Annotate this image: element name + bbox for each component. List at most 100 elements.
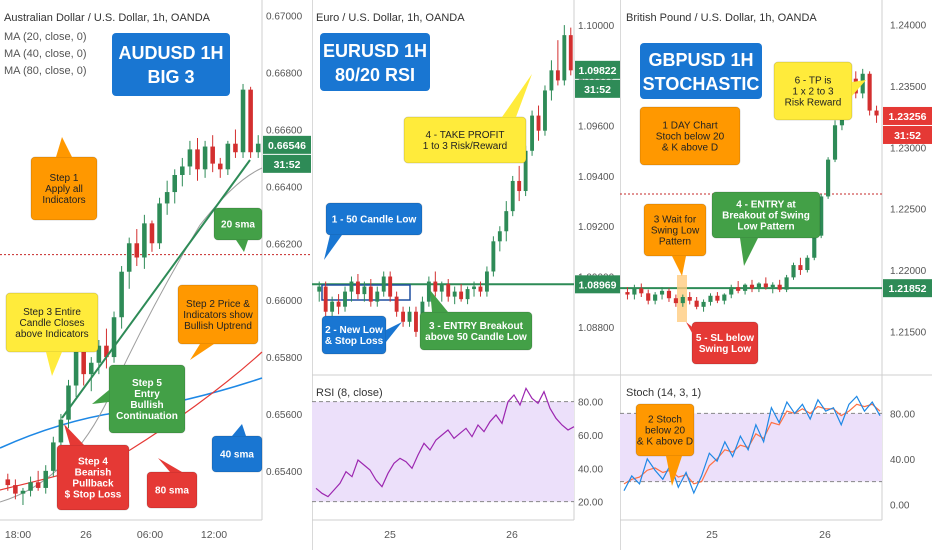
eurusd-candle (375, 291, 380, 302)
audusd-candle (73, 351, 79, 386)
eurusd-candle (517, 180, 522, 192)
eurusd-candle (562, 35, 567, 81)
gbpusd-candle (812, 235, 817, 258)
audusd-candle (195, 149, 200, 170)
eurusd-candle (349, 281, 354, 292)
eurusd-candle (472, 286, 476, 290)
y-tick-label: 1.08800 (578, 323, 615, 334)
stoch-k-line (623, 395, 881, 495)
eurusd-candle (549, 70, 554, 91)
gbpusd-candle (646, 293, 651, 301)
eurusd-candle (407, 311, 412, 322)
gbpusd-candle (756, 283, 761, 289)
gbpusd-candle (680, 296, 685, 304)
gbpusd-candle (729, 287, 734, 295)
gbpusd-candle (832, 125, 838, 160)
gbpusd-candle (743, 284, 748, 291)
audusd-candle (66, 385, 71, 420)
banner-box (112, 33, 230, 96)
rsi-tick-label: 40.00 (578, 464, 603, 475)
time-tag-bg (575, 79, 620, 98)
eurusd-chart-panel[interactable]: Euro / U.S. Dollar, 1h, OANDA 1.10000 1.09… (312, 0, 621, 550)
eurusd-candle (414, 311, 418, 332)
indicator-label: MA (20, close, 0) (4, 31, 87, 43)
entry-tag-bg (883, 279, 932, 298)
eurusd-candle (381, 276, 386, 292)
audusd-candle (225, 143, 231, 170)
step4-callout-text: Step 4 Bearish Pullback $ Stop Loss (65, 457, 122, 501)
gbpusd-candle (666, 290, 672, 299)
step1-callout-pointer (56, 137, 72, 157)
indicator-label: MA (40, close, 0) (4, 48, 87, 60)
eurusd-candle (388, 276, 393, 297)
audusd-candle (104, 345, 109, 358)
step5-callout-pointer (92, 390, 109, 404)
eurusd-candle (433, 281, 438, 292)
gbpusd-candle (715, 295, 720, 301)
gbpusd-candle (770, 284, 775, 288)
gbpusd-candle (819, 196, 824, 236)
gbpusd-candle (874, 110, 879, 116)
y-tick-label: 1.09200 (578, 222, 615, 233)
y-tick-label: 1.23500 (890, 82, 927, 93)
sma20-callout-text: 20 sma (221, 220, 255, 231)
audusd-candle (142, 223, 147, 258)
audusd-candle (28, 482, 33, 491)
gbpusd-candle (673, 298, 678, 304)
gbpusd-candle (777, 284, 782, 290)
step3-callout-pointer (672, 256, 686, 276)
step5-callout-box (691, 321, 759, 365)
price-tag: 1.23256 (889, 111, 927, 123)
time-tag-bg (263, 154, 311, 173)
y-tick-label: 1.21500 (890, 327, 927, 338)
gbpusd-chart-panel[interactable]: British Pound / U.S. Dollar, 1h, OANDA 1.… (620, 0, 932, 550)
audusd-candle (13, 485, 18, 494)
rsi-line (315, 386, 575, 498)
day-chart-callout-box (639, 106, 741, 166)
y-tick-label: 0.66000 (266, 296, 303, 307)
step2-callout-text: Step 2 Price & Indicators show Bullish Upt… (183, 299, 253, 332)
step1-callout-text: Step 1 Apply all Indicators (42, 173, 85, 206)
eurusd-candle (504, 211, 509, 232)
gbpusd-candle (784, 277, 789, 290)
eurusd-candle (336, 301, 341, 307)
entry-tag: 1.21852 (889, 283, 927, 295)
audusd-candle (134, 243, 140, 258)
step4-callout-text: 4 - TAKE PROFIT 1 to 3 Risk/Reward (423, 130, 507, 152)
eurusd-candle (446, 284, 451, 297)
step2-callout-text: 2 - New Low & Stop Loss (325, 325, 384, 347)
audusd-candle (35, 482, 41, 488)
price-tag-bg (883, 106, 932, 125)
time-tag: 31:52 (274, 159, 301, 171)
step5-callout-pointer (686, 322, 696, 340)
sma40-callout-text: 40 sma (220, 450, 254, 461)
eurusd-candle (362, 286, 367, 295)
x-tick-label: 06:00 (137, 529, 163, 541)
banner-line-2: 80/20 RSI (335, 65, 415, 85)
audusd-candle (96, 345, 102, 363)
step3-callout-pointer (430, 290, 448, 312)
step3-callout-box (419, 311, 533, 351)
sma80-callout-pointer (158, 458, 182, 472)
gbpusd-candle (625, 292, 630, 295)
chart-title: Australian Dollar / U.S. Dollar, 1h, OAN… (4, 12, 211, 24)
step1-callout-box (325, 202, 423, 236)
eurusd-candle (426, 281, 431, 302)
step3-callout-text: 3 Wait for Swing Low Pattern (651, 215, 700, 248)
eurusd-candle (497, 231, 502, 242)
audusd-chart-panel[interactable]: Australian Dollar / U.S. Dollar, 1h, OAN… (0, 0, 313, 550)
step3-callout-text: 3 - ENTRY Breakout above 50 Candle Low (425, 321, 527, 343)
audusd-candle (248, 89, 253, 153)
sma20-callout-pointer (236, 240, 248, 252)
step4-callout-box (56, 444, 130, 511)
x-tick-label: 25 (384, 529, 396, 541)
chart-title: Euro / U.S. Dollar, 1h, OANDA (316, 12, 465, 24)
x-tick-label: 18:00 (5, 529, 31, 541)
gbpusd-candle (632, 288, 637, 295)
time-tag-bg (883, 125, 932, 144)
y-tick-label: 0.65600 (266, 410, 303, 421)
audusd-candle (58, 419, 64, 443)
indicator-label: MA (80, close, 0) (4, 65, 87, 77)
x-tick-label: 12:00 (201, 529, 227, 541)
x-tick-label: 26 (506, 529, 518, 541)
